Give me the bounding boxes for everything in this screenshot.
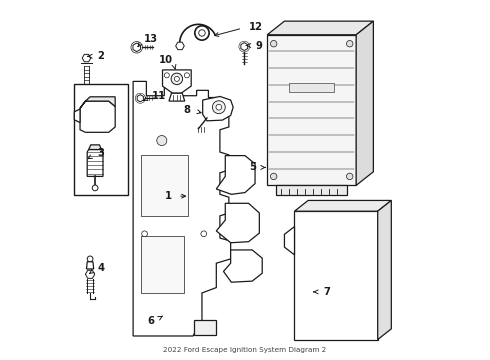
Polygon shape [87, 149, 103, 176]
Polygon shape [267, 35, 356, 185]
Polygon shape [74, 109, 80, 123]
Polygon shape [80, 101, 115, 132]
Circle shape [270, 173, 277, 180]
Circle shape [174, 76, 179, 81]
Polygon shape [169, 93, 185, 101]
Text: 11: 11 [152, 91, 166, 101]
Polygon shape [276, 185, 347, 195]
Text: 5: 5 [249, 162, 256, 172]
Polygon shape [85, 270, 95, 278]
Text: 2: 2 [97, 51, 104, 61]
Text: 7: 7 [323, 287, 330, 297]
Text: 4: 4 [97, 263, 104, 273]
Circle shape [184, 73, 190, 78]
Text: 10: 10 [159, 55, 172, 65]
Bar [141, 235, 184, 293]
Circle shape [201, 231, 207, 237]
Circle shape [199, 30, 205, 36]
Text: 3: 3 [97, 148, 104, 158]
Circle shape [164, 73, 170, 78]
Polygon shape [267, 21, 373, 35]
Polygon shape [216, 203, 259, 243]
Polygon shape [356, 21, 373, 185]
Circle shape [346, 173, 353, 180]
Polygon shape [294, 211, 378, 339]
Circle shape [216, 104, 221, 110]
Polygon shape [87, 262, 94, 269]
Polygon shape [133, 81, 231, 336]
Polygon shape [163, 70, 191, 93]
Circle shape [195, 26, 209, 40]
Polygon shape [175, 42, 184, 50]
Circle shape [92, 185, 98, 191]
Circle shape [157, 135, 167, 145]
Polygon shape [82, 54, 91, 62]
Text: 6: 6 [147, 316, 155, 325]
Polygon shape [194, 320, 216, 335]
Polygon shape [285, 226, 294, 255]
Polygon shape [137, 95, 144, 102]
Polygon shape [80, 97, 115, 108]
Circle shape [87, 256, 93, 262]
Circle shape [346, 41, 353, 47]
Polygon shape [223, 250, 262, 282]
Polygon shape [203, 96, 233, 121]
Circle shape [270, 41, 277, 47]
Circle shape [212, 101, 225, 114]
Text: 2022 Ford Escape Ignition System Diagram 2: 2022 Ford Escape Ignition System Diagram… [163, 347, 327, 353]
Circle shape [171, 73, 183, 85]
Text: 8: 8 [183, 105, 191, 115]
Polygon shape [241, 42, 248, 50]
Bar [141, 155, 188, 216]
Bar [290, 83, 334, 92]
Polygon shape [216, 156, 255, 194]
Text: 13: 13 [144, 35, 158, 44]
Text: 12: 12 [248, 22, 263, 32]
Circle shape [142, 231, 147, 237]
Polygon shape [133, 43, 141, 51]
Polygon shape [378, 201, 392, 339]
Text: 1: 1 [164, 191, 171, 201]
Polygon shape [89, 145, 101, 149]
Polygon shape [294, 201, 392, 211]
Bar [74, 84, 128, 195]
Text: 9: 9 [256, 41, 263, 50]
